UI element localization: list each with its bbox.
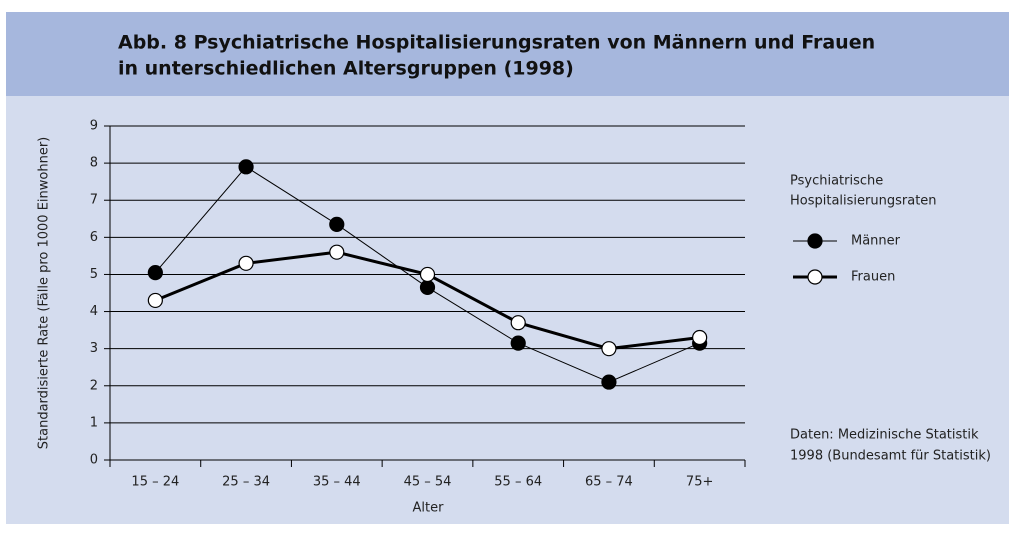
y-tick-label: 2 [90,378,98,393]
y-tick-label: 9 [90,119,98,134]
header-band [6,12,1009,96]
marker [692,329,708,346]
y-tick-label: 6 [90,230,98,245]
x-tick-label: 75+ [686,475,713,490]
legend-title: Psychiatrische [790,174,883,189]
x-tick-label: 45 – 54 [404,475,452,490]
marker [329,244,345,260]
source-note: Daten: Medizinische Statistik [790,428,979,443]
x-tick-label: 15 – 24 [131,475,179,490]
y-tick-label: 7 [90,193,98,208]
legend-title: Hospitalisierungsraten [790,194,937,209]
x-tick-label: 55 – 64 [494,475,542,490]
marker [601,341,617,357]
legend-label: Frauen [851,270,895,285]
x-tick-label: 35 – 44 [313,475,361,490]
y-tick-label: 5 [90,267,98,282]
marker [329,216,345,232]
marker [147,292,163,309]
y-tick-label: 1 [90,415,98,430]
legend-marker [807,269,823,285]
panel [6,12,1009,524]
y-axis-label: Standardisierte Rate (Fälle pro 1000 Ein… [37,137,52,449]
marker [510,335,526,351]
marker [238,159,254,175]
x-tick-label: 25 – 34 [222,475,270,490]
marker [419,266,436,283]
marker [601,374,617,390]
marker [147,264,163,281]
y-tick-label: 0 [90,453,98,468]
marker [510,315,526,331]
source-note: 1998 (Bundesamt für Statistik) [790,449,991,464]
legend-label: Männer [851,234,901,249]
y-tick-label: 4 [90,304,98,319]
y-tick-label: 8 [90,156,98,171]
legend-marker [807,233,823,249]
chart-title: Abb. 8 Psychiatrische Hospitalisierungsr… [118,32,875,54]
y-tick-label: 3 [90,341,98,356]
x-tick-label: 65 – 74 [585,475,633,490]
marker [419,279,436,296]
chart-title: in unterschiedlichen Altersgruppen (1998… [118,58,574,80]
x-axis-label: Alter [413,501,445,516]
marker [238,255,254,271]
